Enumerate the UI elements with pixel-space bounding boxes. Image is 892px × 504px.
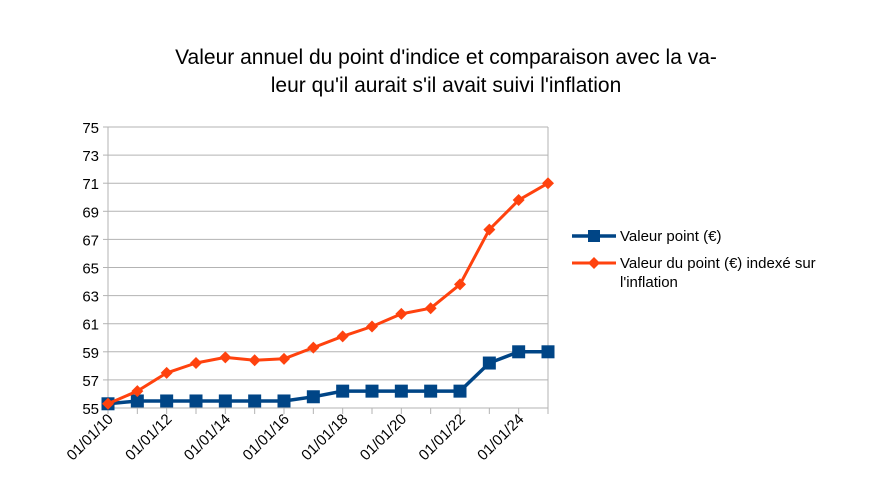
axes [103,126,549,414]
data-point-diamond [483,223,496,236]
x-tick-label: 01/01/24 [474,411,527,464]
y-tick-label: 55 [82,401,99,418]
series-layer [101,177,555,411]
data-point-square [277,394,291,408]
legend-marker-valeur-indexe [588,257,600,269]
data-point-diamond [190,357,202,370]
x-tick-label: 01/01/20 [357,411,410,464]
y-tick-label: 59 [82,345,99,362]
data-point-diamond [542,177,554,190]
y-tick-label: 63 [82,289,99,306]
data-point-diamond [248,354,261,367]
x-tick-label: 01/01/16 [240,411,293,464]
legend-label-valeur-point: Valeur point (€) [620,228,721,245]
data-point-diamond [307,341,320,354]
data-point-square [130,394,144,408]
legend-marker-valeur-point [588,230,600,242]
data-point-diamond [219,351,232,364]
data-point-square [189,394,203,408]
x-tick-label: 01/01/14 [181,411,234,464]
data-point-square [512,345,526,359]
data-point-diamond [424,302,437,315]
data-point-square [365,384,379,398]
data-point-diamond [454,278,466,291]
data-point-diamond [278,352,290,365]
data-point-square [218,394,232,408]
x-tick-label: 01/01/10 [64,411,117,464]
y-tick-label: 69 [82,204,99,221]
data-point-diamond [366,320,378,333]
x-tick-label: 01/01/22 [416,411,469,464]
data-point-square [453,384,467,398]
y-tick-label: 65 [82,261,99,278]
y-tick-label: 75 [82,120,99,137]
legend-label-valeur-indexe-line-1: Valeur du point (€) indexé sur [620,255,816,272]
y-tick-label: 57 [82,373,99,390]
data-point-square [160,394,174,408]
data-point-diamond [336,330,349,343]
chart-title-line-2: leur qu'il aurait s'il avait suivi l'inf… [271,74,622,97]
data-point-square [394,384,408,398]
y-tick-label: 71 [82,176,99,193]
data-point-diamond [131,385,144,398]
y-tick-labels: 55 57 59 61 63 65 67 69 71 73 75 [82,120,99,418]
x-tick-labels: 01/01/10 01/01/12 01/01/14 01/01/16 01/01/18… [64,411,528,464]
data-point-square [541,345,555,359]
data-point-square [482,356,496,370]
y-tick-label: 67 [82,232,99,249]
data-point-diamond [395,307,408,320]
x-tick-label: 01/01/18 [298,411,351,464]
data-point-diamond [160,366,173,379]
y-tick-label: 61 [82,317,99,334]
data-point-square [424,384,438,398]
data-point-square [336,384,350,398]
chart-title-line-1: Valeur annuel du point d'indice et compa… [175,46,717,69]
data-point-diamond [512,194,525,207]
series-line-1 [107,350,548,406]
series-line-2 [107,181,549,406]
x-tick-label: 01/01/12 [122,411,175,464]
y-tick-label: 73 [82,148,99,165]
data-point-square [306,390,320,404]
legend: Valeur point (€) Valeur du point (€) ind… [572,228,816,291]
grid-lines [108,126,548,409]
legend-label-valeur-indexe-line-2: l'inflation [620,274,678,291]
data-point-square [248,394,262,408]
data-point-diamond [102,397,114,410]
